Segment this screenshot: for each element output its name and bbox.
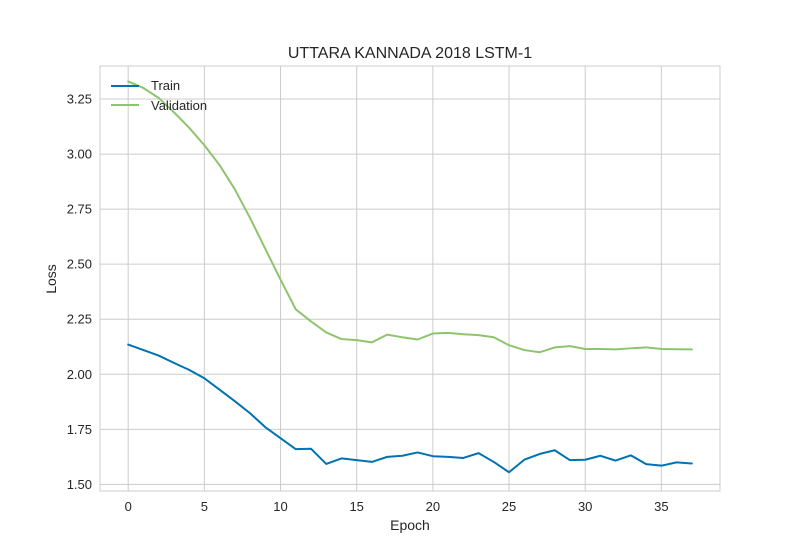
x-axis-ticks: 0 5 10 15 20 25 30 35 bbox=[125, 499, 669, 514]
grid bbox=[100, 66, 720, 491]
legend: Train Validation bbox=[111, 78, 207, 113]
x-tick-label: 20 bbox=[426, 499, 440, 514]
y-tick-label: 3.25 bbox=[67, 92, 92, 107]
y-axis-ticks: 1.50 1.75 2.00 2.25 2.50 2.75 3.00 3.25 bbox=[67, 92, 92, 492]
y-axis-label: Loss bbox=[43, 264, 59, 294]
series-line-validation bbox=[127, 80, 693, 354]
y-tick-label: 3.00 bbox=[67, 147, 92, 162]
y-tick-label: 2.00 bbox=[67, 367, 92, 382]
legend-label-train: Train bbox=[151, 78, 180, 93]
series-layer bbox=[127, 80, 693, 474]
y-tick-label: 2.50 bbox=[67, 257, 92, 272]
x-tick-label: 35 bbox=[654, 499, 668, 514]
plot-frame bbox=[99, 65, 721, 492]
y-tick-label: 1.75 bbox=[67, 422, 92, 437]
x-axis-label: Epoch bbox=[390, 517, 430, 533]
plot-area bbox=[100, 66, 720, 491]
y-tick-label: 2.75 bbox=[67, 202, 92, 217]
y-tick-label: 2.25 bbox=[67, 312, 92, 327]
legend-label-validation: Validation bbox=[151, 98, 207, 113]
x-tick-label: 5 bbox=[201, 499, 208, 514]
x-tick-label: 0 bbox=[125, 499, 132, 514]
y-tick-label: 1.50 bbox=[67, 477, 92, 492]
chart-title: UTTARA KANNADA 2018 LSTM-1 bbox=[288, 45, 532, 62]
series-line-train bbox=[127, 343, 693, 474]
x-tick-label: 25 bbox=[502, 499, 516, 514]
x-tick-label: 15 bbox=[349, 499, 363, 514]
x-tick-label: 10 bbox=[273, 499, 287, 514]
x-tick-label: 30 bbox=[578, 499, 592, 514]
